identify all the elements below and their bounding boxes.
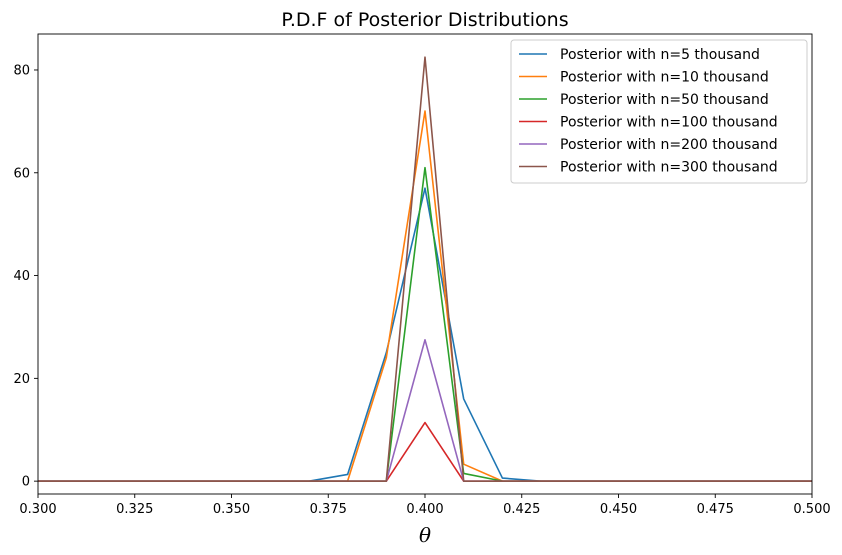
legend-entry-2: Posterior with n=10 thousand bbox=[560, 70, 769, 86]
legend-box bbox=[510, 39, 808, 184]
x-tick-label: 0.375 bbox=[310, 502, 347, 517]
x-axis: 0.300 0.325 0.350 0.375 0.400 0.425 0.450 0.475… bbox=[19, 494, 831, 517]
legend-entry-3: Posterior with n=50 thousand bbox=[560, 92, 769, 108]
y-tick-label: 0 bbox=[22, 475, 30, 490]
y-axis: 0 20 40 60 80 bbox=[13, 63, 38, 490]
x-tick-label: 0.450 bbox=[600, 502, 637, 517]
series-line-1 bbox=[38, 187, 812, 482]
y-tick-label: 20 bbox=[13, 372, 30, 387]
y-tick-label: 40 bbox=[13, 269, 30, 284]
x-tick-label: 0.300 bbox=[19, 502, 56, 517]
legend-entry-5: Posterior with n=200 thousand bbox=[560, 137, 778, 153]
x-tick-label: 0.400 bbox=[406, 502, 443, 517]
x-tick-label: 0.500 bbox=[793, 502, 830, 517]
legend-entry-6: Posterior with n=300 thousand bbox=[560, 160, 778, 176]
x-tick-label: 0.325 bbox=[116, 502, 153, 517]
y-tick-label: 80 bbox=[13, 63, 30, 78]
x-axis-label: θ bbox=[419, 523, 431, 547]
x-tick-label: 0.475 bbox=[697, 502, 734, 517]
x-tick-label: 0.350 bbox=[213, 502, 250, 517]
legend: Posterior with n=5 thousand Posterior wit… bbox=[510, 39, 808, 184]
series-line-6 bbox=[38, 56, 812, 482]
plot-frame bbox=[37, 33, 813, 495]
series-layer bbox=[38, 56, 812, 482]
chart-title: P.D.F of Posterior Distributions bbox=[281, 9, 568, 31]
legend-entry-1: Posterior with n=5 thousand bbox=[560, 47, 760, 63]
legend-entry-4: Posterior with n=100 thousand bbox=[560, 115, 778, 131]
y-tick-label: 60 bbox=[13, 166, 30, 181]
x-tick-label: 0.425 bbox=[503, 502, 540, 517]
